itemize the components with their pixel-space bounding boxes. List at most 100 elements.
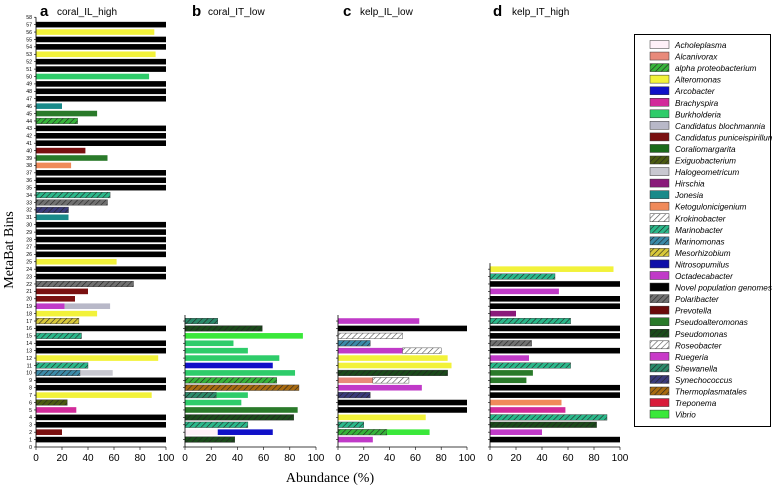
legend-label-pseudoalteromonas: Pseudoalteromonas — [675, 318, 748, 327]
bar-bin-15-vibrio — [185, 333, 303, 339]
y-tick-label: 4 — [29, 415, 32, 421]
bar-bin-13-roseobacter — [402, 347, 442, 354]
legend-label-nitrosopumilus: Nitrosopumilus — [675, 260, 729, 269]
y-tick-label: 33 — [26, 200, 32, 206]
bar-bin-24-alteromonas — [490, 266, 614, 272]
bar-bin-51-novel-population-genomes — [36, 66, 166, 72]
bar-bin-14-burkholderia — [185, 340, 234, 347]
x-tick-label: 40 — [536, 453, 548, 464]
y-tick-label: 25 — [26, 260, 32, 266]
bar-bin-19-candidatus-blochmannia — [64, 303, 111, 310]
bar-bin-29-novel-population-genomes — [36, 229, 166, 235]
bar-bin-2-alpha-proteobacterium — [337, 429, 388, 436]
y-tick-label: 18 — [26, 311, 32, 317]
x-tick-label: 60 — [108, 453, 120, 464]
bar-bin-44-alpha-proteobacterium — [35, 117, 78, 124]
x-tick-label: 80 — [436, 453, 448, 464]
bar-bin-21-octadecabacter — [490, 288, 559, 295]
bar-bin-5-pseudoalteromonas — [185, 407, 298, 413]
bar-bin-3-marinobacter — [337, 421, 364, 428]
y-tick-label: 32 — [26, 208, 32, 214]
legend-label-treponema: Treponema — [675, 399, 717, 408]
bar-bin-7-shewanella — [184, 392, 217, 399]
bar-bin-50-burkholderia — [36, 73, 150, 80]
y-tick-label: 20 — [26, 297, 32, 303]
y-tick-label: 56 — [26, 30, 32, 36]
legend-label-marinobacter: Marinobacter — [675, 226, 723, 235]
y-tick-label: 3 — [29, 423, 32, 429]
bar-bin-12-alteromonas — [338, 355, 448, 361]
y-tick-label: 16 — [26, 326, 32, 332]
bar-bin-1-pseudomonas — [184, 436, 235, 443]
legend-swatch-coraliomargarita — [649, 144, 670, 153]
bar-bin-22-novel-population-genomes — [490, 281, 620, 287]
y-tick-label: 6 — [29, 400, 32, 406]
panel-b: b coral_IT_low 0 20 40 60 80 100 — [182, 3, 325, 464]
bar-bin-57-novel-population-genomes — [36, 21, 166, 28]
bar-bin-2-candidatus-puniceispirillum — [36, 429, 62, 435]
panel-letter: c — [343, 3, 351, 20]
bar-bin-4-marinobacter — [489, 414, 608, 421]
y-tick-label: 5 — [29, 408, 32, 414]
x-tick-label: 0 — [182, 453, 188, 464]
legend-label-synechococcus: Synechococcus — [675, 376, 732, 385]
y-tick-label: 37 — [26, 171, 32, 177]
x-tick-label: 60 — [258, 453, 270, 464]
legend-swatch-treponema — [649, 398, 670, 407]
y-tick-label: 11 — [27, 363, 32, 369]
y-tick-label: 58 — [26, 15, 32, 21]
legend-swatch-octadecabacter — [649, 271, 670, 280]
bar-bin-23-novel-population-genomes — [36, 273, 166, 280]
panel-d: d kelp_IT_high 0 20 40 60 80 100 — [487, 3, 629, 464]
bar-bin-14-polaribacter — [489, 340, 532, 347]
y-tick-label: 57 — [26, 22, 32, 28]
legend-swatch-candidatus-blochmannia — [649, 121, 670, 130]
panel-letter: b — [192, 3, 201, 20]
y-tick-label: 26 — [26, 252, 32, 258]
x-tick-label: 20 — [510, 453, 522, 464]
bar-bin-56-alteromonas — [36, 29, 155, 35]
bar-bin-15-novel-population-genomes — [490, 333, 620, 339]
legend-swatch-nitrosopumilus — [649, 259, 670, 269]
legend-label-novel-population-genomes: Novel population genomes — [675, 284, 772, 293]
y-tick-label: 50 — [26, 74, 32, 80]
legend-label-halogeometricum: Halogeometricum — [675, 168, 739, 177]
bar-bin-1-novel-population-genomes — [36, 436, 166, 443]
y-tick-label: 31 — [26, 215, 32, 221]
bar-bin-8-octadecabacter — [338, 384, 422, 391]
legend-label-marinomonas: Marinomonas — [675, 237, 725, 246]
legend-label-acholeplasma: Acholeplasma — [674, 41, 727, 50]
legend-label-octadecabacter: Octadecabacter — [675, 272, 733, 281]
bar-bin-10-pseudomonas — [337, 369, 448, 376]
legend-label-exiguobacterium: Exiguobacterium — [675, 157, 736, 166]
legend-swatch-ruegeria — [649, 352, 670, 361]
legend-label-coraliomargarita: Coraliomargarita — [675, 145, 736, 154]
legend-label-krokinobacter: Krokinobacter — [675, 214, 726, 223]
legend-swatch-roseobacter — [649, 340, 670, 350]
bar-bin-16-pseudomonas — [184, 325, 263, 332]
bar-bin-3-pseudomonas — [489, 421, 597, 428]
legend-swatch-pseudoalteromonas — [649, 317, 670, 326]
bar-bin-30-novel-population-genomes — [36, 221, 166, 228]
legend-swatch-pseudomonas — [649, 329, 670, 338]
legend-label-alteromonas: Alteromonas — [674, 76, 721, 85]
bar-bin-15-marinobacter — [35, 332, 82, 339]
bar-bin-2-acholeplasma — [185, 429, 218, 435]
legend-label-burkholderia: Burkholderia — [675, 110, 721, 119]
bar-bin-17-mesorhizobium — [35, 318, 80, 325]
y-tick-label: 44 — [26, 119, 32, 125]
panel-letter: d — [493, 3, 502, 20]
bar-bin-11-marinobacter — [489, 362, 571, 369]
legend-label-candidatus-puniceispirillum: Candidatus puniceispirillum — [675, 133, 772, 142]
bar-bin-6-novel-population-genomes — [338, 399, 467, 406]
bar-bin-12-octadecabacter — [490, 355, 529, 361]
x-tick-label: 100 — [459, 453, 476, 464]
bar-bin-11-marinobacter — [35, 362, 89, 369]
legend-label-brachyspira: Brachyspira — [675, 99, 719, 108]
legend-label-thermoplasmatales: Thermoplasmatales — [675, 388, 747, 397]
bar-bin-10-halogeometricum — [80, 370, 113, 376]
legend-label-jonesia: Jonesia — [674, 191, 704, 200]
bar-bin-21-candidatus-puniceispirillum — [36, 288, 88, 295]
bar-bin-49-novel-population-genomes — [36, 81, 166, 87]
x-tick-label: 0 — [33, 453, 39, 464]
